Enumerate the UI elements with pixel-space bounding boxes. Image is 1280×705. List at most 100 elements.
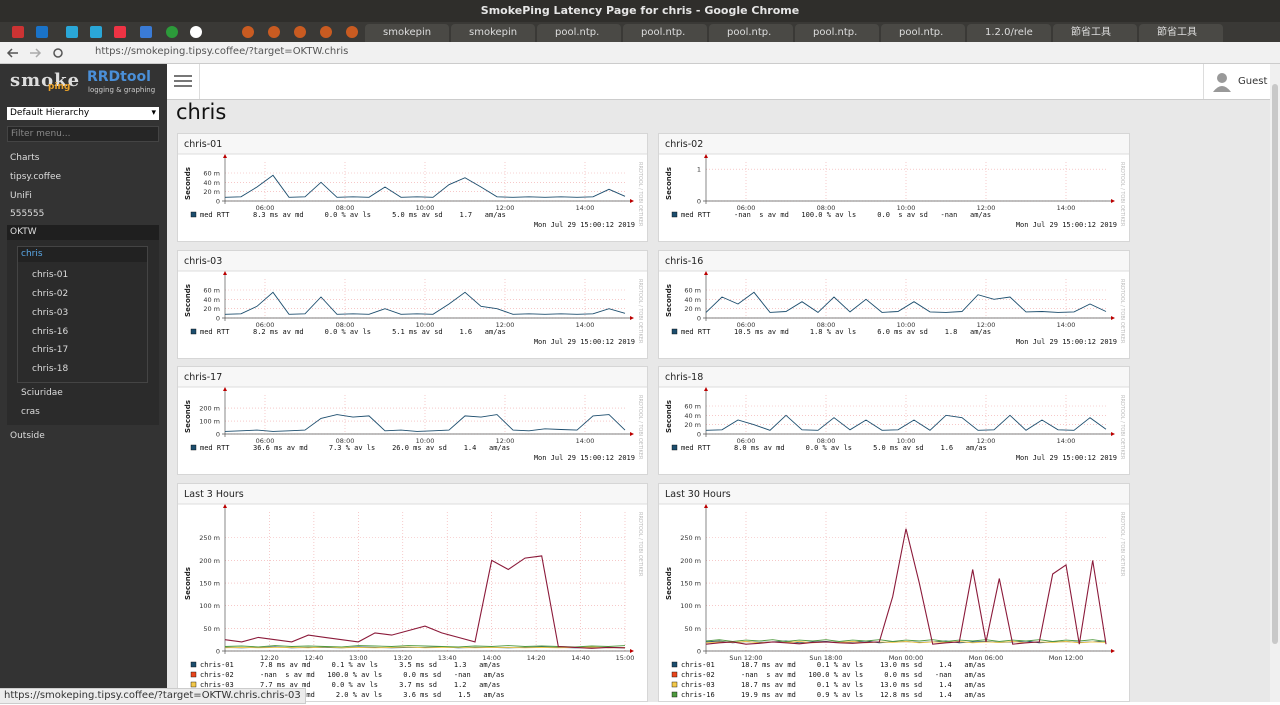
- x-tick-label: Mon 12:00: [1049, 654, 1084, 662]
- y-tick-label: 0: [697, 431, 701, 439]
- graph-panel[interactable]: chris-16 0 20 m 40 m 60 m 06:00 08:00 10:00 12:0…: [658, 250, 1131, 359]
- legend-name: chris-16: [681, 691, 715, 699]
- series-line: [224, 646, 626, 649]
- hierarchy-select[interactable]: Default Hierarchy ▾: [7, 107, 159, 120]
- graph-panel[interactable]: Last 30 Hours 0 50 m 100 m 150 m 200 m 250 m Su…: [658, 483, 1131, 702]
- submenu-item[interactable]: chris-17: [32, 345, 69, 355]
- y-axis-label: Seconds: [665, 400, 673, 433]
- y-tick-label: 50 m: [203, 625, 220, 633]
- legend-stats: 7.8 ms av md 0.1 % av ls 3.5 ms sd 1.3 a…: [260, 661, 500, 669]
- submenu-item[interactable]: chris-03: [32, 308, 69, 318]
- x-tick-label: 08:00: [336, 321, 355, 329]
- x-tick-label: 14:00: [482, 654, 501, 662]
- y-tick-label: 0: [216, 431, 220, 439]
- panel-header: [659, 367, 1131, 387]
- x-tick-label: 10:00: [416, 204, 435, 212]
- tab-icon: [140, 26, 152, 38]
- watermark: RRDTOOL / TOBI OETIKER: [1119, 395, 1125, 460]
- graph-date: Mon Jul 29 15:00:12 2019: [1016, 338, 1117, 346]
- graph-panel[interactable]: chris-17 0 100 m 200 m 06:00 08:00 10:00 12:00 1…: [177, 366, 649, 475]
- menu-toggle[interactable]: [173, 73, 193, 89]
- y-tick-label: 250 m: [680, 534, 701, 542]
- submenu-item[interactable]: chris-01: [32, 270, 69, 280]
- x-tick-label: 13:20: [393, 654, 412, 662]
- tab-icon: [320, 26, 332, 38]
- series-line: [224, 291, 626, 315]
- address-bar[interactable]: https://smokeping.tipsy.coffee/?target=O…: [95, 46, 349, 57]
- x-tick-label: 06:00: [256, 321, 275, 329]
- graph-panel[interactable]: chris-03 0 20 m 40 m 60 m 06:00 08:00 10:00 12:0…: [177, 250, 649, 359]
- graph: Last 30 Hours 0 50 m 100 m 150 m 200 m 250 m Su…: [659, 484, 1131, 699]
- x-tick-label: 14:00: [1057, 321, 1076, 329]
- tab[interactable]: pool.ntp.: [623, 24, 707, 42]
- menu-item[interactable]: Sciuridae: [21, 388, 63, 398]
- scrollbar[interactable]: [1270, 64, 1280, 702]
- tab-icon: [294, 26, 306, 38]
- x-tick-label: 12:00: [977, 437, 996, 445]
- window-title: SmokePing Latency Page for chris - Googl…: [0, 0, 1280, 22]
- rrdtool-logo: RRDtool: [87, 69, 151, 85]
- menu-item[interactable]: UniFi: [10, 191, 32, 201]
- legend-stats: -nan s av md 100.0 % av ls 0.0 ms sd -na…: [741, 671, 985, 679]
- filter-input[interactable]: Filter menu...: [7, 126, 159, 142]
- watermark: RRDTOOL / TOBI OETIKER: [1119, 512, 1125, 577]
- graph: chris-16 0 20 m40 m60 m 06:00 08:00 10:00 12:0…: [659, 251, 1131, 346]
- menu-item[interactable]: 555555: [10, 209, 45, 219]
- legend-name: med RTT: [681, 211, 711, 219]
- legend-stats: 10.5 ms av md 1.8 % av ls 6.0 ms av sd 1…: [734, 328, 991, 336]
- tab[interactable]: 1.2.0/rele: [967, 24, 1051, 42]
- legend-stats: 10.0 ms av md 2.0 % av ls 3.6 ms sd 1.5 …: [260, 691, 504, 699]
- menu-item-active[interactable]: OKTW: [7, 225, 159, 240]
- panel-title: chris-18: [665, 372, 703, 383]
- user-name[interactable]: Guest: [1238, 76, 1268, 87]
- x-tick-label: 10:00: [897, 437, 916, 445]
- legend-stats: -nan s av md 100.0 % av ls 0.0 ms sd -na…: [260, 671, 504, 679]
- nav-buttons[interactable]: [6, 45, 66, 61]
- tab[interactable]: 節省工具: [1053, 24, 1137, 42]
- watermark: RRDTOOL / TOBI OETIKER: [1119, 162, 1125, 227]
- tab[interactable]: pool.ntp.: [709, 24, 793, 42]
- graph-panel[interactable]: Last 3 Hours 0 50 m 100 m 150 m 200 m 250 m 12:…: [177, 483, 649, 702]
- panel-title: chris-02: [665, 139, 703, 150]
- graph-panel[interactable]: chris-01 0 20 m 40 m 60 m 06:00 08:00 10:00 12:0…: [177, 133, 649, 242]
- panel-header: [178, 251, 649, 271]
- menu-item[interactable]: cras: [21, 407, 40, 417]
- tab[interactable]: pool.ntp.: [881, 24, 965, 42]
- y-tick-label: 200 m: [199, 405, 220, 413]
- series-line: [224, 414, 626, 432]
- menu-item[interactable]: Charts: [10, 153, 40, 163]
- submenu-item[interactable]: chris-16: [32, 327, 69, 337]
- tab[interactable]: pool.ntp.: [795, 24, 879, 42]
- x-tick-label: 14:00: [1057, 204, 1076, 212]
- tab[interactable]: 節省工具: [1139, 24, 1223, 42]
- x-tick-label: 10:00: [897, 204, 916, 212]
- menu-item[interactable]: Outside: [10, 431, 45, 441]
- legend-swatch: [190, 328, 197, 335]
- menu-item[interactable]: tipsy.coffee: [10, 172, 62, 182]
- tab[interactable]: pool.ntp.: [537, 24, 621, 42]
- graph-panel[interactable]: chris-18 0 20 m 40 m 60 m 06:00 08:00 10:00 12:0…: [658, 366, 1131, 475]
- x-tick-label: 06:00: [737, 204, 756, 212]
- panel-title: chris-16: [665, 256, 703, 267]
- series-line: [224, 174, 626, 198]
- graph-panel[interactable]: chris-02 0 1 06:00 08:00 10:00 12:00 14:00 Secon…: [658, 133, 1131, 242]
- y-axis-label: Seconds: [184, 167, 192, 200]
- graph: chris-03 0 20 m40 m60 m 06:00 08:00 10:00 12:0…: [178, 251, 649, 346]
- graph-date: Mon Jul 29 15:00:12 2019: [534, 221, 635, 229]
- submenu-item[interactable]: chris-02: [32, 289, 69, 299]
- y-axis-label: Seconds: [184, 400, 192, 433]
- y-tick-label: 20 m: [684, 305, 701, 313]
- subgroup-title[interactable]: chris: [18, 247, 147, 262]
- submenu-item[interactable]: chris-18: [32, 364, 69, 374]
- y-tick-label: 60 m: [203, 287, 220, 295]
- tab[interactable]: smokepin: [451, 24, 535, 42]
- tab[interactable]: smokepin: [365, 24, 449, 42]
- plot-area: [225, 512, 625, 651]
- panel-title: Last 30 Hours: [665, 489, 731, 500]
- legend-swatch: [671, 211, 678, 218]
- y-tick-label: 250 m: [199, 534, 220, 542]
- x-tick-label: 08:00: [336, 204, 355, 212]
- y-tick-label: 60 m: [684, 287, 701, 295]
- legend-stats: 8.2 ms av md 0.0 % av ls 5.1 ms av sd 1.…: [253, 328, 506, 336]
- x-tick-label: 13:40: [438, 654, 457, 662]
